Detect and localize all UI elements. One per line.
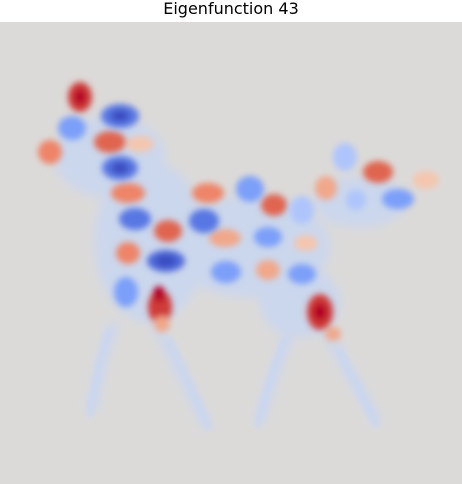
eigenfunction-heatmap [0, 22, 462, 484]
plot-title: Eigenfunction 43 [0, 0, 462, 20]
